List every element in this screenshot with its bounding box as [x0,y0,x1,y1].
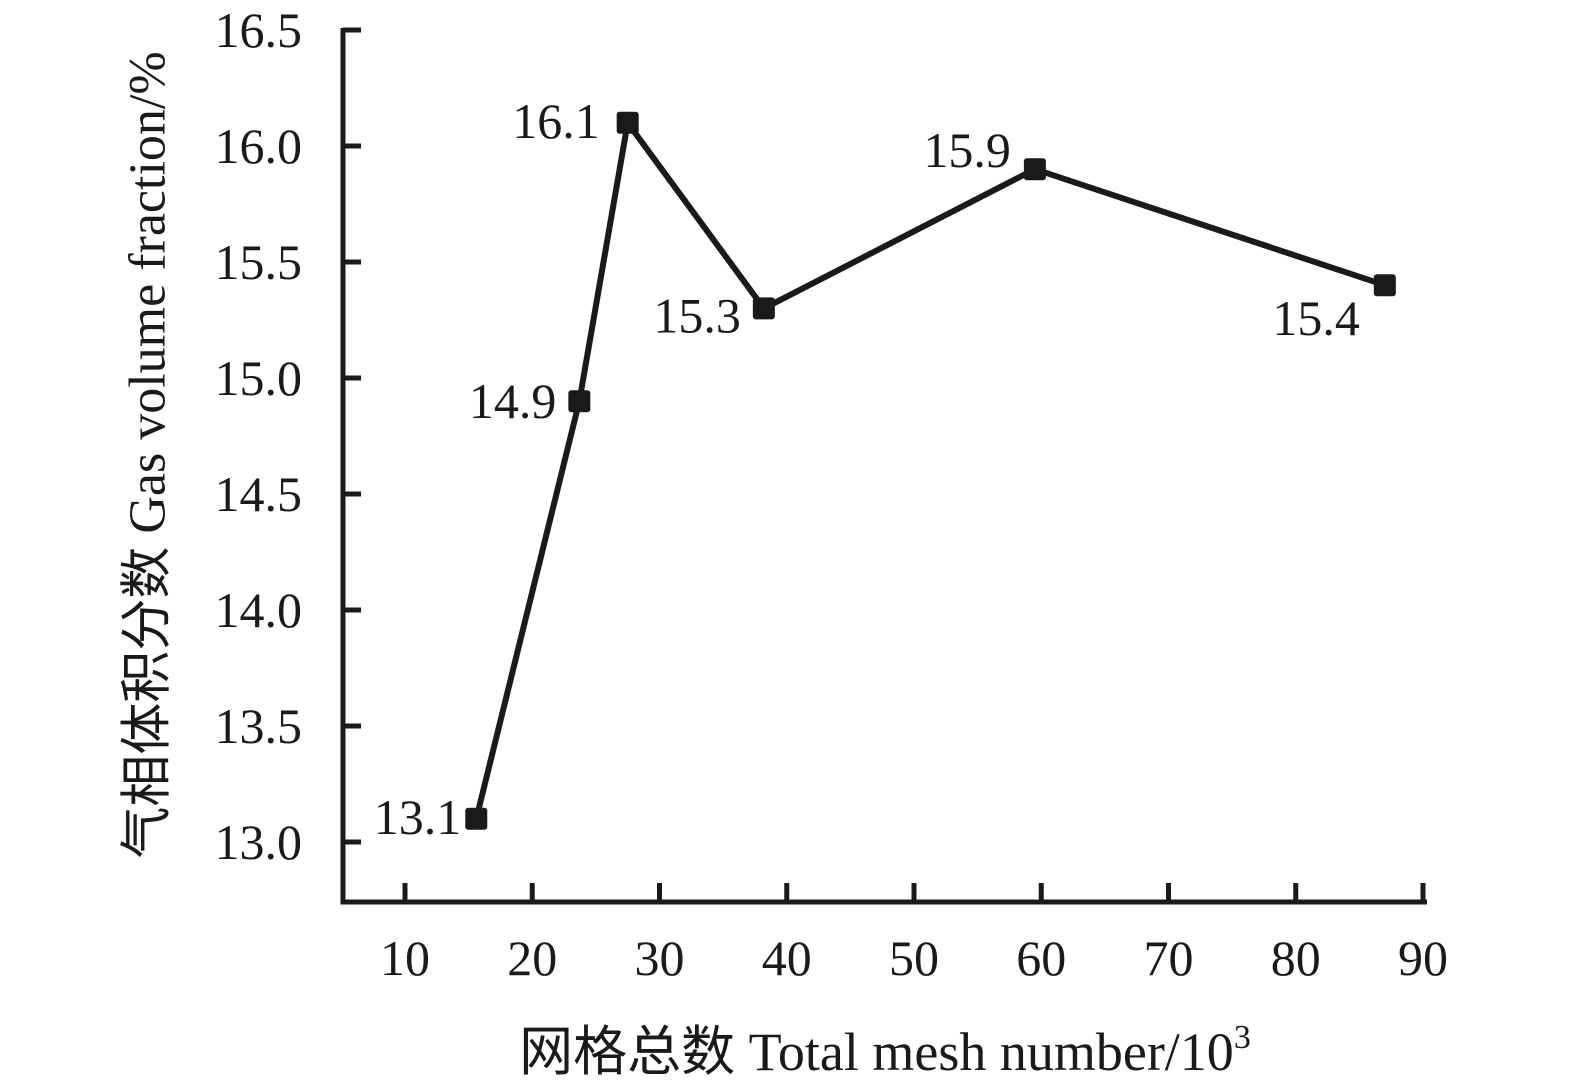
x-axis-title-main: 网格总数 Total mesh number/10 [519,1022,1234,1082]
x-tick-label: 70 [1144,930,1194,986]
data-point-label: 15.3 [653,287,741,343]
y-tick-label: 13.5 [215,698,303,754]
y-tick-label: 13.0 [215,814,303,870]
x-tick-label: 30 [635,930,685,986]
x-tick-label: 50 [889,930,939,986]
x-tick-label: 10 [380,930,430,986]
x-axis-title-superscript: 3 [1234,1019,1251,1056]
data-point-label: 16.1 [512,93,600,149]
data-point-label: 13.1 [374,789,462,845]
data-point-marker [1023,158,1046,181]
series-line [473,119,1388,822]
x-tick-label: 20 [507,930,557,986]
y-tick-label: 14.0 [215,582,303,638]
y-tick-label: 14.5 [215,466,303,522]
axis-spine [340,28,1427,905]
y-tick-label: 15.5 [215,234,303,290]
y-tick-label: 16.0 [215,118,303,174]
x-tick-label: 90 [1398,930,1448,986]
data-point-marker [465,807,488,830]
x-tick-label: 60 [1016,930,1066,986]
y-axis-title: 气相体积分数 Gas volume fraction/% [120,51,177,858]
x-axis-title: 网格总数 Total mesh number/103 [519,1019,1251,1082]
data-point-marker [616,111,639,134]
x-tick-label: 80 [1271,930,1321,986]
y-tick-label: 15.0 [215,350,303,406]
data-point-marker [568,390,591,413]
data-point-marker [1373,274,1396,297]
data-point-label: 15.4 [1272,290,1360,346]
y-tick-label: 16.5 [215,2,303,58]
x-tick-label: 40 [762,930,812,986]
data-point-label: 14.9 [469,373,557,429]
data-point-marker [752,297,775,320]
data-point-label: 15.9 [923,122,1011,178]
